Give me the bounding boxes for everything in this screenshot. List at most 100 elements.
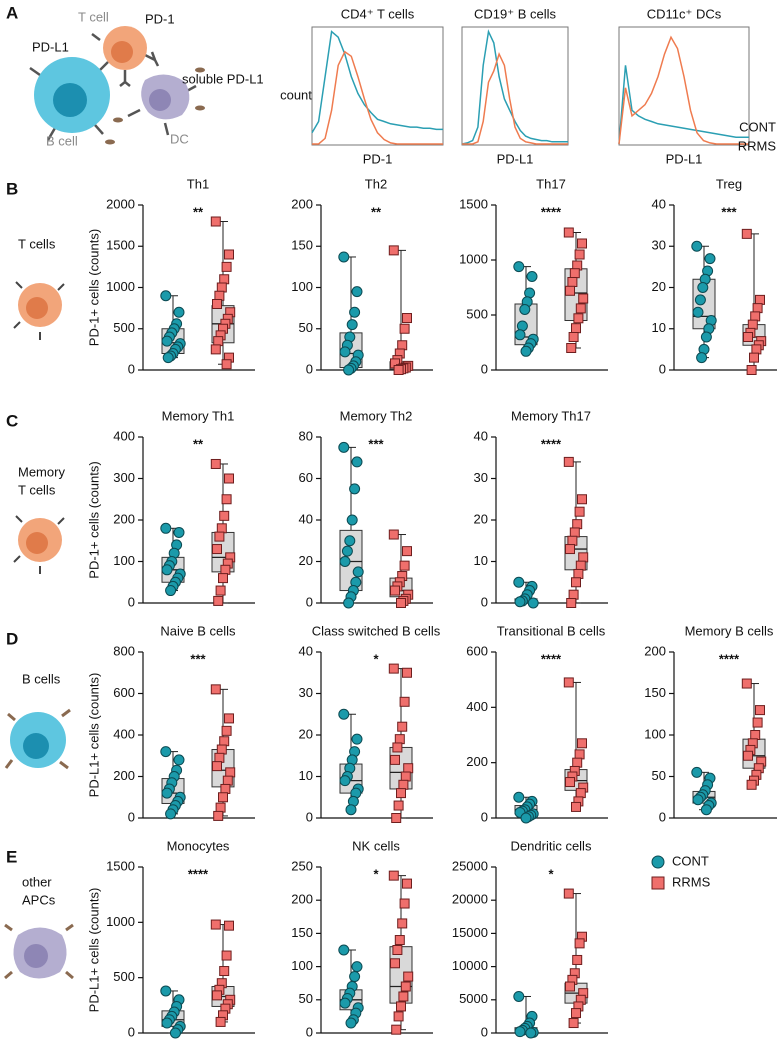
- significance: *: [373, 651, 379, 666]
- data-point: [351, 456, 363, 468]
- data-point: [160, 290, 172, 302]
- cell-icon: [13, 281, 65, 340]
- y-tick-label: 0: [306, 809, 313, 824]
- y-axis-label: PD-1+ cells (counts): [86, 461, 101, 578]
- data-point: [173, 526, 185, 538]
- data-point: [741, 678, 752, 689]
- data-point: [339, 997, 351, 1009]
- y-tick-label: 50: [652, 768, 666, 783]
- data-point: [161, 564, 173, 576]
- data-point: [573, 313, 584, 324]
- y-tick-label: 1500: [106, 238, 135, 253]
- y-tick-label: 15000: [452, 925, 488, 940]
- data-point: [351, 961, 363, 973]
- y-tick-label: 50: [299, 991, 313, 1006]
- data-point: [220, 564, 231, 575]
- data-point: [221, 950, 232, 961]
- data-point: [396, 598, 406, 608]
- data-point: [752, 303, 763, 314]
- data-point: [755, 294, 765, 305]
- data-point: [339, 346, 351, 358]
- y-tick-label: 20: [652, 279, 666, 294]
- data-point: [351, 286, 363, 298]
- data-point: [210, 216, 221, 227]
- data-point: [214, 290, 225, 301]
- chart-title: Naive B cells: [160, 623, 236, 638]
- data-point: [210, 919, 221, 930]
- y-axis-label: count: [280, 87, 312, 102]
- data-point: [403, 971, 414, 982]
- data-point: [212, 990, 222, 1001]
- data-point: [214, 531, 225, 542]
- data-point: [749, 352, 759, 363]
- y-tick-label: 1000: [106, 279, 135, 294]
- data-point: [339, 775, 351, 787]
- data-point: [221, 261, 232, 272]
- data-point: [525, 1027, 537, 1039]
- y-tick-label: 200: [291, 196, 313, 211]
- panel-letter: E: [6, 847, 17, 866]
- y-tick-label: 20: [299, 726, 313, 741]
- y-tick-label: 10: [652, 320, 666, 335]
- chart-title: Transitional B cells: [497, 623, 606, 638]
- y-tick-label: 800: [113, 643, 135, 658]
- data-point: [349, 483, 361, 495]
- data-point: [572, 519, 583, 530]
- y-tick-label: 10: [299, 768, 313, 783]
- y-tick-label: 1000: [459, 251, 488, 266]
- data-point: [343, 597, 355, 609]
- data-point: [513, 576, 525, 588]
- significance: **: [193, 436, 204, 451]
- data-point: [212, 299, 222, 309]
- y-tick-label: 150: [291, 925, 313, 940]
- row-label: APCs: [22, 892, 56, 907]
- data-point: [212, 544, 222, 555]
- data-point: [571, 1008, 581, 1019]
- data-point: [527, 597, 539, 609]
- data-point: [214, 752, 225, 763]
- schematic-label: DC: [170, 131, 189, 146]
- data-point: [215, 802, 226, 813]
- data-point: [224, 249, 234, 260]
- data-point: [173, 754, 185, 766]
- data-point: [393, 1011, 404, 1022]
- data-point: [346, 319, 358, 331]
- data-point: [210, 684, 221, 695]
- data-point: [224, 713, 234, 724]
- data-point: [399, 560, 410, 571]
- y-tick-label: 150: [644, 685, 666, 700]
- data-point: [394, 734, 405, 745]
- y-tick-label: 0: [306, 594, 313, 609]
- data-point: [574, 249, 585, 260]
- y-tick-label: 2000: [106, 196, 135, 211]
- panel-letter: A: [6, 3, 18, 22]
- chart-title: NK cells: [352, 838, 400, 853]
- chart-title: Monocytes: [167, 838, 230, 853]
- significance: ****: [541, 651, 562, 666]
- data-point: [520, 812, 532, 824]
- data-point: [160, 985, 172, 997]
- row-label: T cells: [18, 236, 56, 251]
- histogram-line: [462, 52, 568, 145]
- y-axis-label: PD-L1+ cells (counts): [86, 888, 101, 1013]
- histogram-line: [618, 35, 749, 145]
- plot-frame: [311, 26, 444, 146]
- data-point: [210, 344, 221, 355]
- y-axis-label: PD-L1+ cells (counts): [86, 673, 101, 798]
- data-point: [563, 227, 574, 238]
- y-tick-label: 300: [113, 470, 135, 485]
- histogram-line: [311, 30, 443, 134]
- data-point: [514, 329, 526, 341]
- data-point: [402, 667, 412, 678]
- y-tick-label: 500: [113, 969, 135, 984]
- y-tick-label: 30: [299, 685, 313, 700]
- y-tick-label: 60: [299, 470, 313, 485]
- data-point: [565, 285, 575, 296]
- data-point: [392, 742, 403, 753]
- data-point: [565, 981, 575, 992]
- data-point: [700, 331, 712, 343]
- data-point: [388, 870, 399, 881]
- data-point: [349, 971, 361, 983]
- chart-title: CD11c⁺ DCs: [647, 6, 722, 21]
- y-tick-label: 200: [291, 892, 313, 907]
